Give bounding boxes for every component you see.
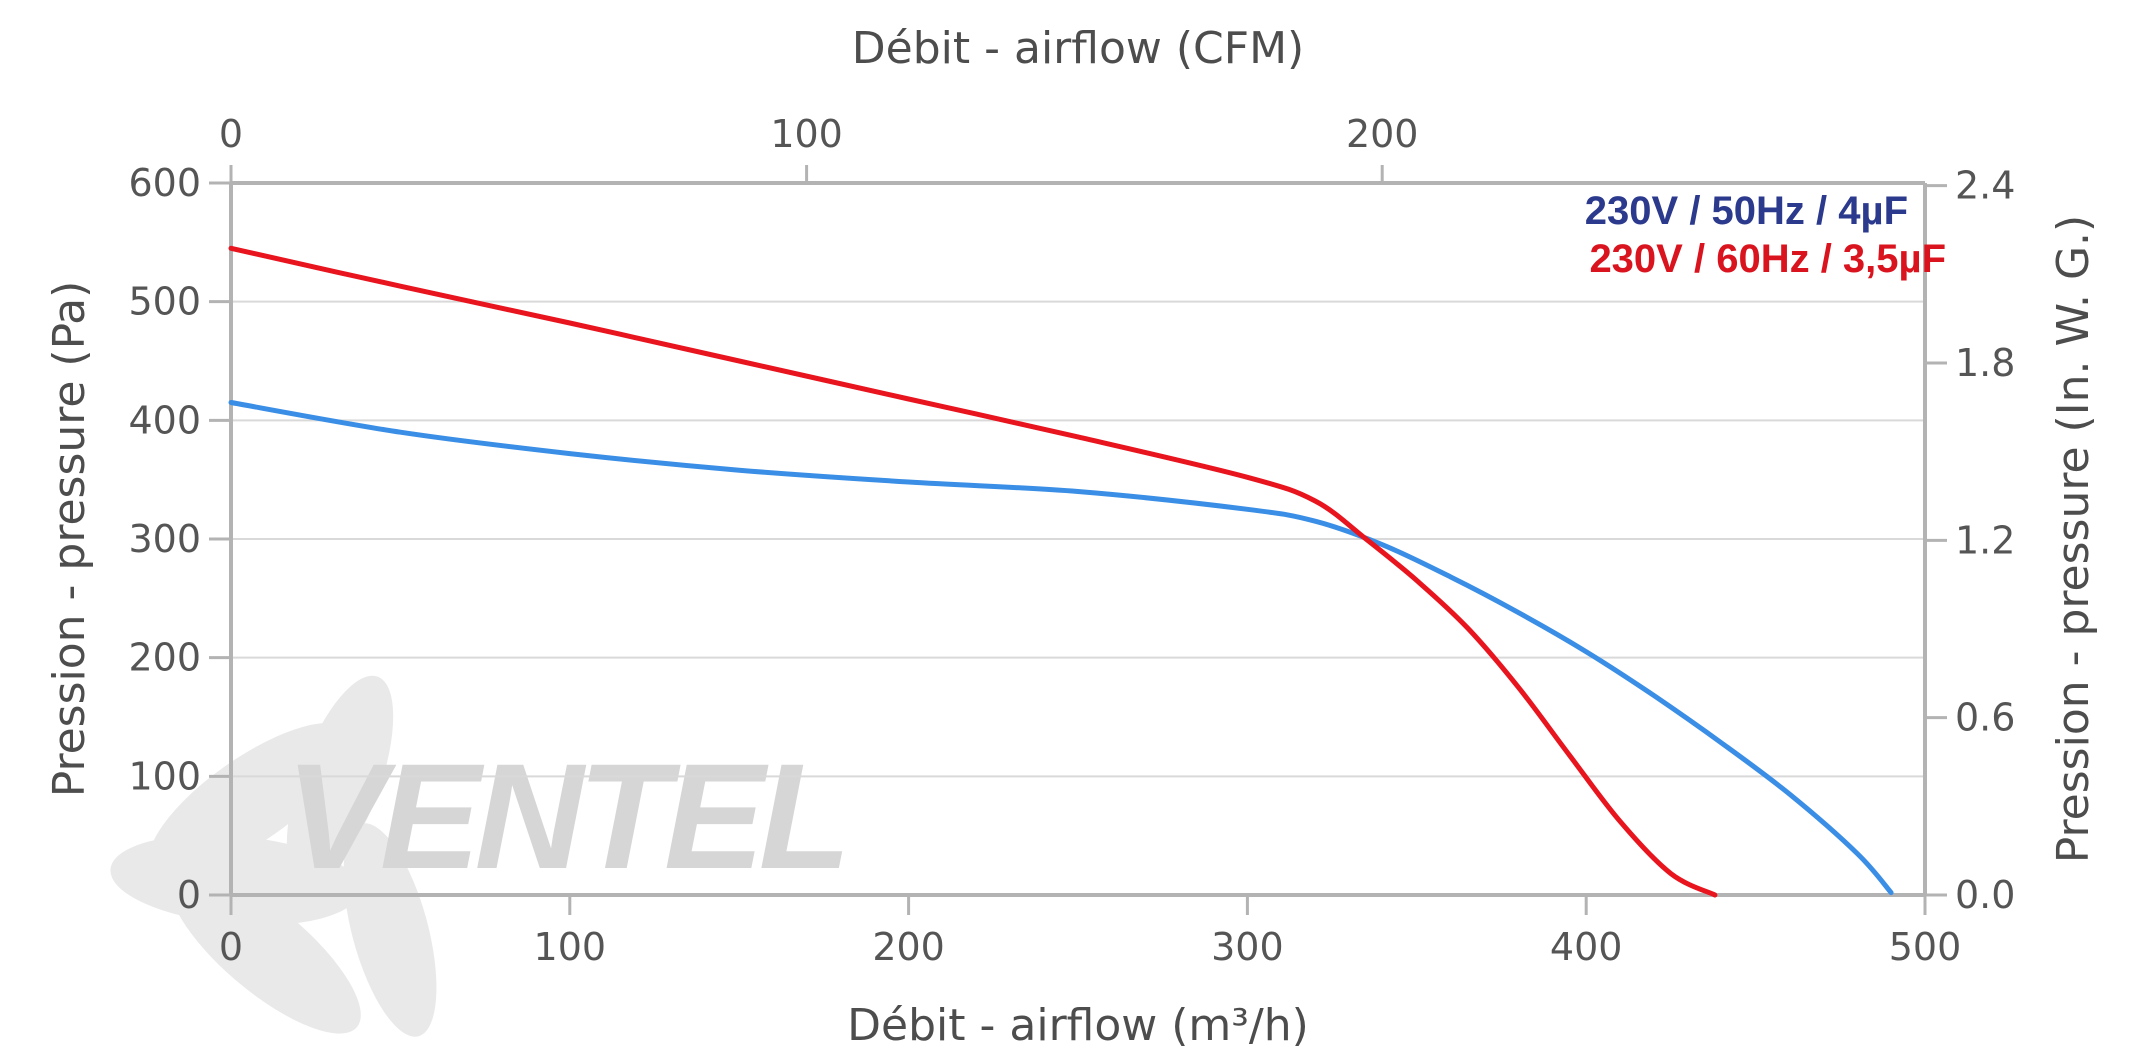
tick-label-x-400: 400 [1550, 925, 1623, 969]
tick-label-y-600: 600 [128, 161, 201, 205]
watermark-text: VENTEL [285, 732, 845, 900]
tick-label-y2-1.2: 1.2 [1955, 518, 2015, 562]
data-series [228, 245, 1894, 898]
tick-label-x-200: 200 [872, 925, 945, 969]
tick-label-y2-0.6: 0.6 [1955, 696, 2015, 740]
y-axis-title-left: Pression - pressure (Pa) [44, 281, 95, 798]
tick-label-y2-0.0: 0.0 [1955, 873, 2015, 917]
tick-label-x-0: 0 [219, 925, 243, 969]
tick-label-y-100: 100 [128, 754, 201, 798]
tick-label-y2-2.4: 2.4 [1955, 164, 2015, 208]
x-axis-title-bottom: Débit - airflow (m³/h) [847, 1000, 1309, 1051]
tick-label-x2-200: 200 [1346, 112, 1419, 156]
fan-blades-icon [110, 675, 437, 1037]
tick-label-y2-1.8: 1.8 [1955, 341, 2015, 385]
tick-label-y-400: 400 [128, 398, 201, 442]
y-axis-title-right: Pression - pressure (In. W. G.) [2048, 215, 2099, 863]
tick-marks-and-labels: 0 100 200 300 400 500 600 0 100 200 300 400 500 0 100 2… [128, 112, 2015, 969]
x-axis-title-top: Débit - airflow (CFM) [852, 23, 1304, 74]
tick-label-x2-0: 0 [219, 112, 243, 156]
grid-lines [231, 300, 1925, 778]
tick-label-x-500: 500 [1889, 925, 1962, 969]
series-line-1 [228, 245, 1718, 898]
legend-entry-50hz: 230V / 50Hz / 4µF [1585, 189, 1908, 233]
tick-label-x-100: 100 [534, 925, 607, 969]
tick-label-y-300: 300 [128, 517, 201, 561]
tick-label-x2-100: 100 [770, 112, 843, 156]
ventel-watermark-logo: VENTEL [110, 675, 851, 1037]
tick-label-y-200: 200 [128, 636, 201, 680]
tick-label-y-500: 500 [128, 280, 201, 324]
tick-label-x-300: 300 [1211, 925, 1284, 969]
series-line-0 [228, 400, 1894, 896]
tick-label-y-0: 0 [177, 873, 201, 917]
legend-entry-60hz: 230V / 60Hz / 3,5µF [1589, 237, 1946, 281]
